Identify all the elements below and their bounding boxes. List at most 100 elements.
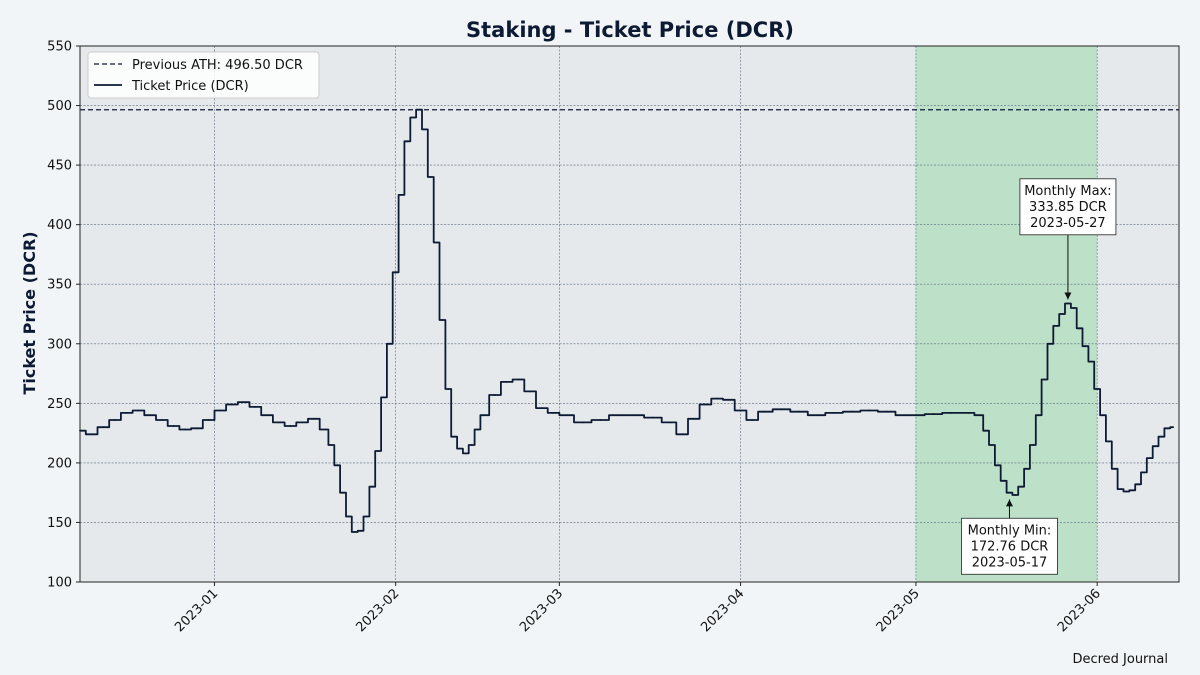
data-point (529, 390, 532, 393)
data-point (196, 427, 198, 430)
data-point (418, 108, 420, 111)
y-tick-label: 200 (47, 456, 72, 471)
data-point (330, 444, 333, 446)
data-point (751, 419, 754, 421)
data-point (406, 140, 409, 143)
annotation-box (1019, 178, 1117, 236)
data-point (1137, 483, 1139, 486)
data-point (1067, 302, 1069, 305)
data-point (950, 411, 952, 414)
data-point (868, 409, 871, 412)
data-point (482, 414, 485, 417)
data-point (681, 433, 684, 436)
data-point (459, 447, 461, 450)
data-point (1172, 426, 1175, 429)
data-point (850, 410, 853, 413)
data-point (394, 271, 397, 274)
data-point (207, 419, 210, 421)
legend-box (87, 51, 320, 99)
data-point (348, 515, 350, 518)
data-point (1113, 467, 1116, 470)
data-point (336, 464, 339, 467)
data-point (1160, 435, 1163, 438)
data-point (476, 428, 479, 431)
data-point (312, 417, 315, 420)
annotation-text: 2023-05-17 (972, 555, 1048, 570)
data-point (915, 414, 917, 417)
data-point (1072, 307, 1075, 309)
data-point (470, 444, 473, 446)
data-point (669, 421, 672, 424)
highlight-region (915, 46, 1098, 582)
data-point (447, 388, 450, 390)
data-point (435, 241, 438, 244)
data-point (172, 425, 175, 427)
data-point (704, 403, 707, 406)
x-tick-label: 2023-05 (874, 586, 923, 635)
data-point (1102, 414, 1104, 417)
annotation-text: 2023-05-27 (1030, 216, 1106, 231)
y-tick-label: 100 (47, 576, 72, 591)
data-point (160, 419, 163, 421)
data-point (727, 398, 730, 401)
data-point (716, 397, 719, 400)
y-tick-label: 450 (47, 159, 72, 174)
data-point (505, 380, 508, 383)
data-point (1090, 360, 1093, 363)
data-point (1084, 345, 1087, 348)
annotation-text: Monthly Min: (968, 523, 1052, 538)
data-point (1020, 485, 1023, 488)
data-point (1148, 457, 1151, 460)
data-point (301, 421, 304, 424)
data-point (967, 411, 970, 414)
data-point (739, 409, 742, 412)
data-point (517, 378, 520, 381)
data-point (266, 414, 268, 417)
legend-series-label: Ticket Price (DCR) (131, 79, 249, 94)
data-point (564, 414, 567, 417)
data-point (616, 414, 619, 417)
data-point (453, 435, 456, 438)
data-point (184, 428, 187, 431)
data-point (324, 428, 327, 431)
y-tick-label: 400 (47, 218, 72, 233)
data-point (231, 403, 233, 406)
y-tick-label: 250 (47, 397, 72, 412)
x-tick-label: 2023-06 (1055, 586, 1104, 635)
annotation-text: Monthly Max: (1024, 184, 1111, 199)
data-point (991, 444, 993, 446)
data-point (885, 410, 888, 413)
data-point (359, 529, 362, 532)
plot-frame (79, 45, 1180, 583)
data-point (242, 401, 245, 404)
data-point (1055, 325, 1058, 327)
data-point (1078, 327, 1081, 330)
data-point (1119, 488, 1122, 490)
data-point (1043, 378, 1046, 381)
data-point (219, 409, 222, 412)
data-point (692, 417, 695, 420)
y-tick-label: 500 (47, 99, 72, 114)
annotation-arrowhead (1064, 292, 1072, 300)
data-point (815, 414, 818, 417)
x-tick-label: 2023-04 (698, 586, 747, 635)
data-point (552, 411, 555, 414)
annotation-box (961, 517, 1058, 575)
data-point (383, 396, 385, 399)
chart-title: Staking - Ticket Price (DCR) (466, 18, 794, 42)
x-tick-label: 2023-01 (172, 586, 221, 635)
annotation-text: 333.85 DCR (1029, 200, 1107, 215)
y-tick-label: 150 (47, 516, 72, 531)
data-point (494, 394, 496, 396)
data-point (996, 464, 999, 467)
data-point (1166, 427, 1169, 430)
data-point (1143, 471, 1145, 474)
data-point (1061, 313, 1063, 315)
data-point (371, 485, 374, 488)
plot-area: 100 150 200 250 300 350 400 450 500 550 2023-01 202… (47, 40, 1180, 635)
y-axis-label: Ticket Price (DCR) (20, 231, 39, 394)
data-point (1014, 494, 1017, 496)
data-point (1002, 479, 1005, 482)
